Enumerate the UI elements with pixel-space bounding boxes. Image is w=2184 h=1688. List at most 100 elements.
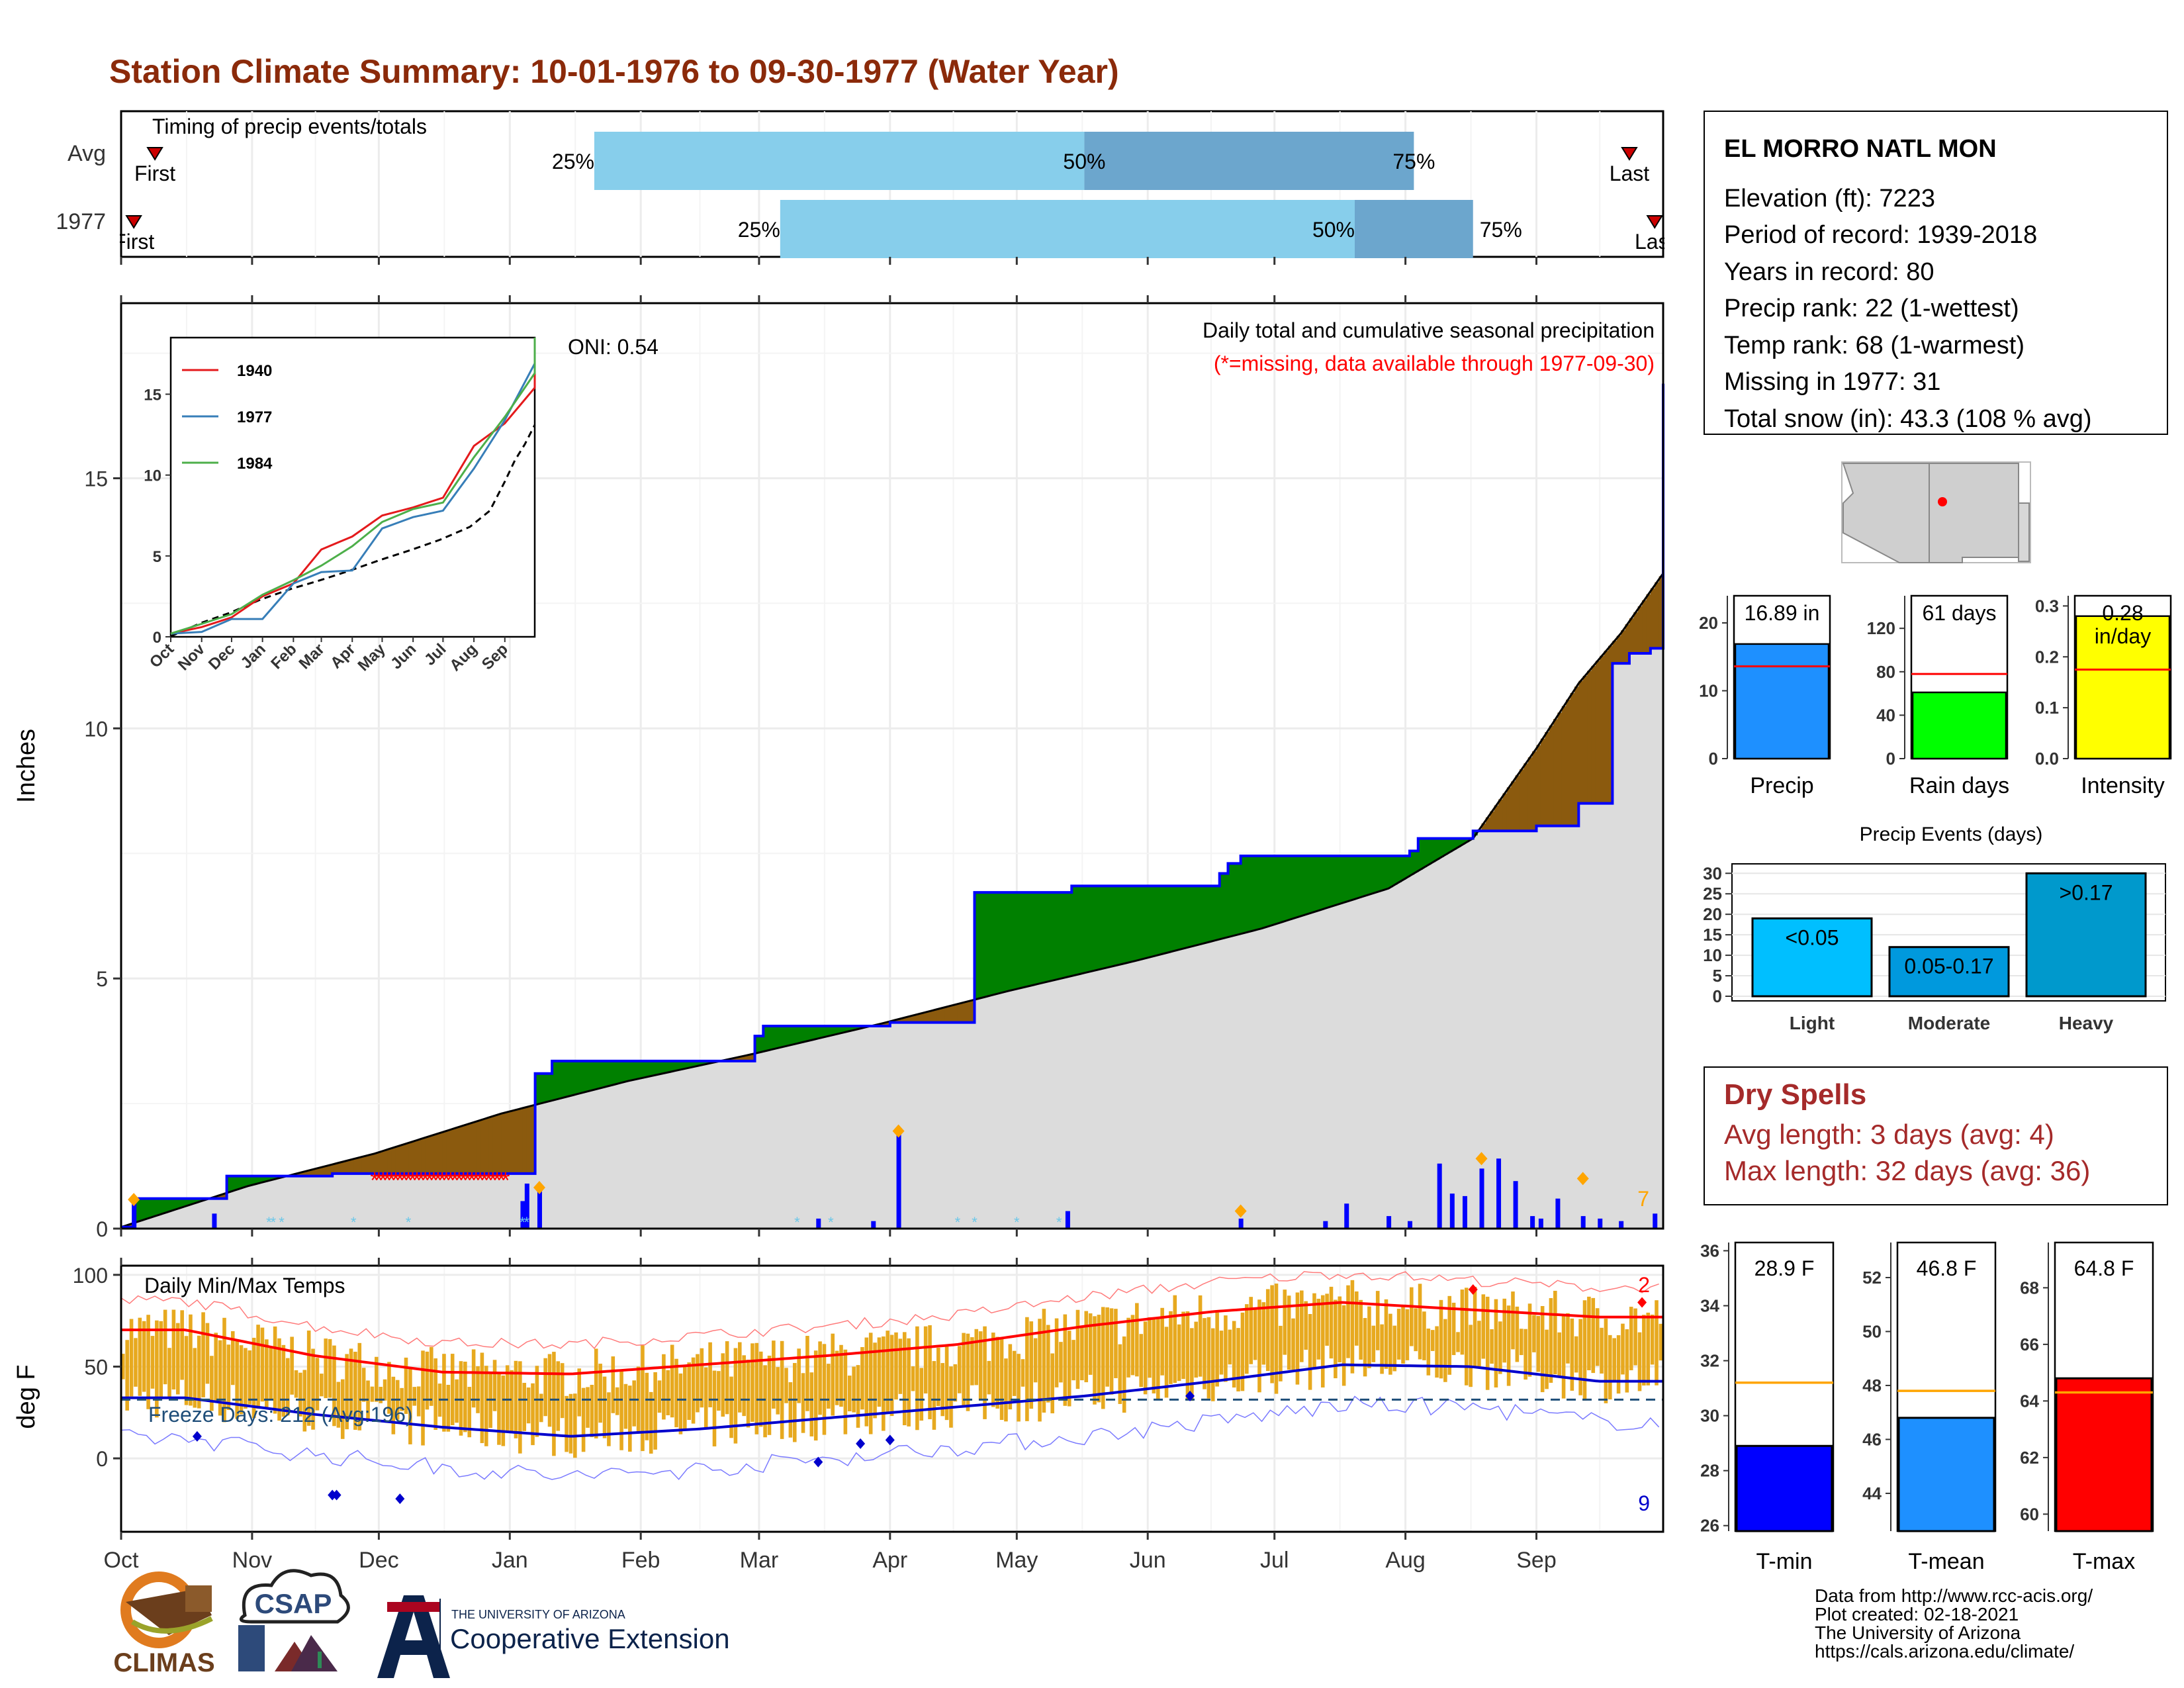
summary-tick-label: 0.1 [2035, 698, 2059, 718]
drier-than-normal-band [332, 1164, 338, 1174]
daily-temp-bar [1485, 1296, 1490, 1390]
drier-than-normal-band [1612, 641, 1617, 664]
daily-temp-bar [357, 1342, 362, 1430]
footer: Data from http://www.rcc-acis.org/ Plot … [113, 1569, 2093, 1678]
daily-precip-bar [896, 1131, 901, 1229]
wetter-than-normal-band [1283, 856, 1288, 921]
daily-temp-bar [1261, 1302, 1266, 1365]
wetter-than-normal-band [666, 1060, 671, 1072]
missing-note: (*=missing, data available through 1977-… [1214, 352, 1655, 375]
drier-than-normal-band [222, 1194, 228, 1199]
daily-temp-bar [1435, 1326, 1439, 1378]
daily-precip-bar [212, 1213, 217, 1229]
daily-temp-bar [345, 1354, 349, 1430]
daily-temp-bar [121, 1354, 125, 1380]
wetter-than-normal-band [767, 1025, 772, 1051]
timing-last-marker [1621, 147, 1638, 161]
daily-temp-bar [1642, 1315, 1646, 1386]
wetter-than-normal-band [632, 1060, 637, 1080]
wetter-than-normal-band [1316, 856, 1322, 911]
wetter-than-normal-band [607, 1060, 612, 1086]
temp-summary-tick-label: 34 [1700, 1296, 1719, 1316]
wetter-than-normal-band [1350, 856, 1355, 900]
events-tick-label: 5 [1713, 966, 1722, 986]
snow-marker: * [1014, 1214, 1020, 1231]
daily-temp-bar [1156, 1318, 1160, 1399]
daily-temp-bar [193, 1348, 197, 1408]
drier-than-normal-band [1582, 675, 1588, 804]
wetter-than-normal-band [1308, 856, 1313, 914]
daily-temp-bar [944, 1346, 949, 1421]
wetter-than-normal-band [1414, 851, 1419, 872]
drier-than-normal-band [1608, 645, 1613, 804]
wetter-than-normal-band [1109, 886, 1115, 967]
daily-temp-bar [353, 1352, 357, 1430]
daily-precip-bar [1449, 1194, 1455, 1229]
wetter-than-normal-band [1173, 886, 1178, 951]
wetter-than-normal-band [615, 1060, 620, 1084]
daily-temp-bar [1270, 1285, 1274, 1383]
drier-than-normal-band [886, 1021, 891, 1026]
daily-temp-bar [1075, 1309, 1080, 1389]
daily-temp-bar [218, 1340, 222, 1416]
daily-temp-bar [852, 1366, 856, 1413]
wetter-than-normal-band [1456, 838, 1461, 847]
daily-temp-bar [1392, 1325, 1397, 1372]
wetter-than-normal-band [809, 1025, 815, 1041]
normal-cumulative-area [121, 573, 1663, 1229]
daily-precip-bar [1598, 1218, 1603, 1229]
daily-temp-bar [1033, 1338, 1038, 1383]
drier-than-normal-band [932, 1009, 937, 1023]
daily-temp-bar [902, 1332, 907, 1426]
summary-tick-label: 0 [1709, 749, 1718, 769]
wetter-than-normal-band [138, 1198, 143, 1221]
daily-temp-bar [1067, 1331, 1071, 1407]
daily-temp-bar [1346, 1285, 1350, 1358]
daily-temp-bar [492, 1360, 497, 1411]
snow-marker: * [1056, 1214, 1062, 1231]
daily-temp-bar [1215, 1312, 1219, 1387]
daily-temp-bar [539, 1393, 543, 1423]
daily-temp-bar [205, 1323, 210, 1384]
wetter-than-normal-band [1355, 856, 1359, 899]
events-bar-label: 0.05-0.17 [1904, 955, 1993, 978]
daily-temp-bar [505, 1365, 510, 1431]
daily-temp-bar [1071, 1340, 1075, 1381]
month-label: Jul [1260, 1548, 1289, 1573]
drier-than-normal-band [430, 1135, 434, 1174]
summary-tick-label: 10 [1699, 681, 1718, 701]
wetter-than-normal-band [1139, 886, 1144, 960]
drier-than-normal-band [320, 1167, 325, 1176]
daily-temp-bar [370, 1386, 375, 1402]
wetter-than-normal-band [670, 1060, 675, 1072]
daily-temp-bar [214, 1333, 218, 1401]
inset-ytick-label: 5 [153, 548, 161, 566]
drier-than-normal-band [1494, 805, 1499, 831]
wetter-than-normal-band [856, 1025, 861, 1029]
drier-than-normal-band [1629, 618, 1634, 653]
inset-frame [169, 336, 536, 638]
daily-temp-bar [1422, 1311, 1426, 1360]
station-missing: Missing in 1977: 31 [1724, 368, 1940, 396]
missing-day-marker: * [412, 1168, 421, 1193]
wetter-than-normal-band [1105, 886, 1111, 968]
daily-temp-bar [1527, 1303, 1532, 1377]
wetter-than-normal-band [1084, 886, 1089, 973]
daily-temp-bar [251, 1337, 256, 1419]
month-label: Mar [740, 1548, 779, 1573]
month-label: Feb [621, 1548, 660, 1573]
csap-logo-text: CSAP [255, 1588, 332, 1619]
temp-summary-tick-label: 60 [2020, 1504, 2039, 1524]
drier-than-normal-band [953, 1004, 958, 1023]
daily-temp-bar [953, 1364, 958, 1402]
missing-day-marker: * [370, 1168, 379, 1193]
drier-than-normal-band [1540, 738, 1545, 826]
wetter-than-normal-band [1075, 886, 1081, 975]
drier-than-normal-band [919, 1013, 925, 1023]
temp-summary-tick-label: 30 [1700, 1406, 1719, 1426]
temp-summary-tick-label: 52 [1862, 1268, 1882, 1288]
daily-precip-bar [1437, 1163, 1442, 1229]
daily-temp-bar [1325, 1293, 1329, 1346]
drier-than-normal-band [345, 1160, 350, 1174]
